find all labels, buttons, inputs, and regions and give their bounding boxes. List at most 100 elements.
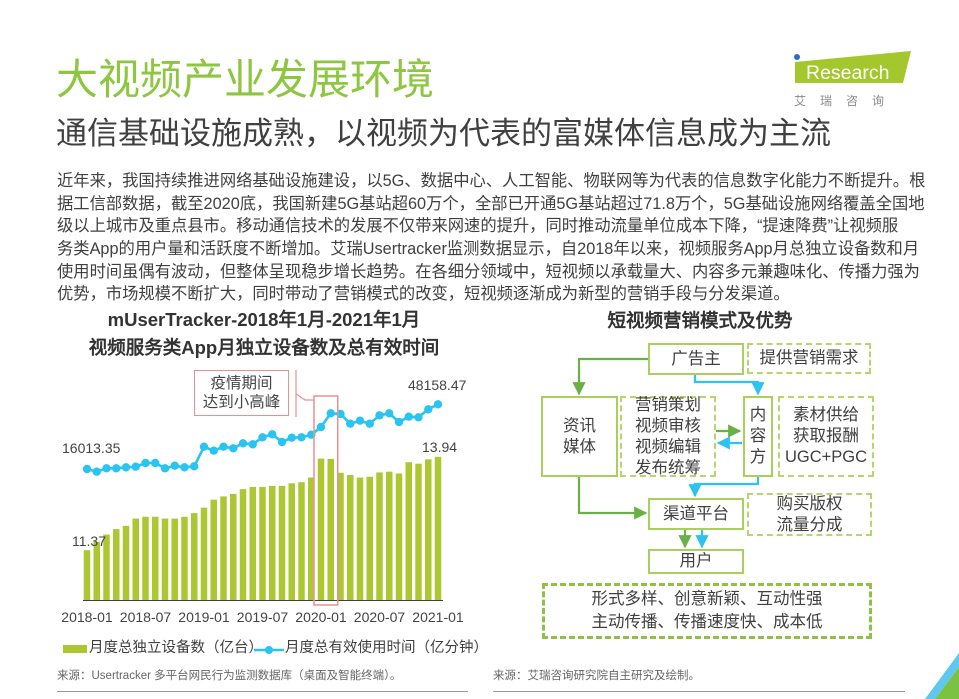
bar-last-value-label: 13.94 bbox=[422, 439, 458, 455]
line-point bbox=[346, 419, 355, 428]
annotation-line2: 达到小高峰 bbox=[202, 394, 281, 411]
line-point bbox=[229, 444, 238, 453]
node-advertiser: 广告主 bbox=[648, 343, 744, 375]
bar bbox=[269, 485, 276, 600]
node-channel-platform: 渠道平台 bbox=[648, 498, 744, 530]
logo-mark-icon: Research bbox=[794, 51, 911, 84]
logo-chinese-name: 艾瑞咨询 bbox=[794, 94, 899, 108]
pandemic-highlight-box bbox=[313, 395, 339, 606]
bar bbox=[200, 507, 208, 600]
bar bbox=[376, 472, 383, 600]
bar bbox=[337, 472, 344, 600]
svg-text:Research: Research bbox=[806, 62, 889, 84]
bar bbox=[405, 462, 412, 600]
bar bbox=[93, 541, 100, 600]
bar bbox=[356, 477, 364, 600]
bar bbox=[298, 482, 305, 600]
bar bbox=[171, 518, 178, 600]
line-point bbox=[131, 462, 140, 471]
advantages-line: 主动传播、传播速度快、成本低 bbox=[591, 613, 823, 631]
note-content-provider: 素材供给 获取报酬 UGC+PGC bbox=[778, 396, 874, 477]
line-point bbox=[394, 417, 404, 427]
bar bbox=[210, 499, 217, 600]
left-source-note: 来源：Usertracker 多平台网民行为监测数据库（桌面及智能终端）。 bbox=[57, 670, 402, 682]
bar-first-value-label: 11.37 bbox=[72, 533, 106, 549]
bar bbox=[122, 525, 130, 600]
line-point bbox=[238, 439, 248, 448]
line-point bbox=[190, 462, 199, 471]
line-point bbox=[112, 464, 121, 473]
note-content-line: 素材供给 bbox=[793, 406, 859, 424]
line-point bbox=[424, 405, 433, 414]
diagram-title: 短视频营销模式及优势 bbox=[607, 310, 793, 331]
x-tick-label: 2020-01 bbox=[295, 609, 347, 625]
line-point bbox=[316, 422, 326, 432]
line-point bbox=[258, 433, 267, 442]
line-first-value-label: 16013.35 bbox=[62, 440, 121, 456]
line-point bbox=[326, 409, 335, 418]
line-point bbox=[355, 416, 365, 425]
page-subtitle: 通信基础设施成熟，以视频为代表的富媒体信息成为主流 bbox=[56, 116, 831, 151]
chart-title-line2: 视频服务类App月独立设备数及总有效时间 bbox=[88, 337, 440, 358]
bar bbox=[161, 518, 169, 600]
bar bbox=[347, 474, 354, 600]
note-media-line: 营销策划 bbox=[635, 395, 701, 414]
paragraph-line: 级以上城市及重点县市。移动通信技术的发展不仅带来网速的提升，同时推动流量单位成本… bbox=[57, 217, 899, 235]
note-media-line: 视频编辑 bbox=[635, 437, 701, 456]
note-media: 营销策划 视频审核 视频编辑 发布统筹 bbox=[620, 396, 716, 477]
x-tick-label: 2019-07 bbox=[236, 609, 289, 625]
line-point bbox=[92, 467, 101, 476]
note-media-line: 视频审核 bbox=[635, 416, 701, 435]
bar bbox=[327, 458, 334, 600]
bar bbox=[308, 477, 315, 600]
bar bbox=[288, 483, 295, 600]
x-tick-label: 2021-01 bbox=[412, 609, 464, 625]
node-content-char: 方 bbox=[749, 448, 767, 466]
line-point bbox=[336, 409, 345, 419]
bar bbox=[191, 513, 198, 600]
line-point bbox=[82, 464, 92, 474]
paragraph-line: 据工信部数据，截至2020底，我国新建5G基站超60万个，全部已开通5G基站超过… bbox=[57, 195, 925, 213]
bar bbox=[152, 516, 159, 600]
bar bbox=[113, 529, 120, 600]
line-point bbox=[151, 458, 160, 468]
bar bbox=[366, 476, 373, 600]
line-point bbox=[404, 412, 413, 421]
corner-decoration bbox=[925, 653, 959, 699]
line-last-value-label: 48158.47 bbox=[408, 377, 467, 393]
paragraph-line: 优势，市场规模不断扩大，同时带动了营销模式的改变，短视频逐渐成为新型的营销手段与… bbox=[57, 285, 790, 303]
paragraph-line: 近年来，我国持续推进网络基础设施建设，以5G、数据中心、人工智能、物联网等为代表… bbox=[57, 172, 926, 190]
legend-line-label: 月度总有效使用时间（亿分钟） bbox=[285, 640, 488, 656]
bar bbox=[395, 473, 403, 600]
bar bbox=[249, 486, 256, 600]
x-tick-label: 2018-07 bbox=[119, 609, 172, 625]
line-point bbox=[277, 437, 287, 447]
advantages-box: 形式多样、创意新颖、互动性强 主动传播、传播速度快、成本低 bbox=[542, 583, 872, 639]
line-point bbox=[170, 461, 179, 470]
annotation-callout: 疫情期间 达到小高峰 bbox=[194, 370, 289, 416]
arrow-advertiser-to-media bbox=[572, 357, 648, 396]
line-point bbox=[219, 442, 228, 451]
line-point bbox=[121, 463, 131, 472]
line-point bbox=[199, 442, 209, 451]
line-point bbox=[141, 458, 150, 468]
advantages-line: 形式多样、创意新颖、互动性强 bbox=[591, 590, 823, 608]
line-point bbox=[297, 433, 306, 442]
bar bbox=[425, 459, 432, 600]
annotation-line1: 疫情期间 bbox=[210, 375, 273, 392]
node-content-char: 容 bbox=[749, 427, 767, 445]
bar bbox=[181, 516, 188, 600]
node-advertiser-label: 广告主 bbox=[671, 349, 721, 368]
bar bbox=[83, 550, 91, 600]
paragraph-line: 使用时间虽偶有波动，但整体呈现稳步增长趋势。在各细分领域中，短视频以承载量大、内… bbox=[57, 263, 920, 281]
x-tick-label: 2018-01 bbox=[61, 609, 113, 625]
bar bbox=[239, 489, 247, 600]
bar bbox=[386, 471, 393, 600]
line-point bbox=[365, 419, 374, 428]
line-point bbox=[209, 446, 218, 455]
line-point bbox=[268, 430, 277, 439]
bar bbox=[278, 485, 286, 600]
x-tick-label: 2019-01 bbox=[178, 609, 230, 625]
legend-line-swatch-icon bbox=[254, 643, 284, 655]
x-tick-label: 2020-07 bbox=[353, 609, 406, 625]
